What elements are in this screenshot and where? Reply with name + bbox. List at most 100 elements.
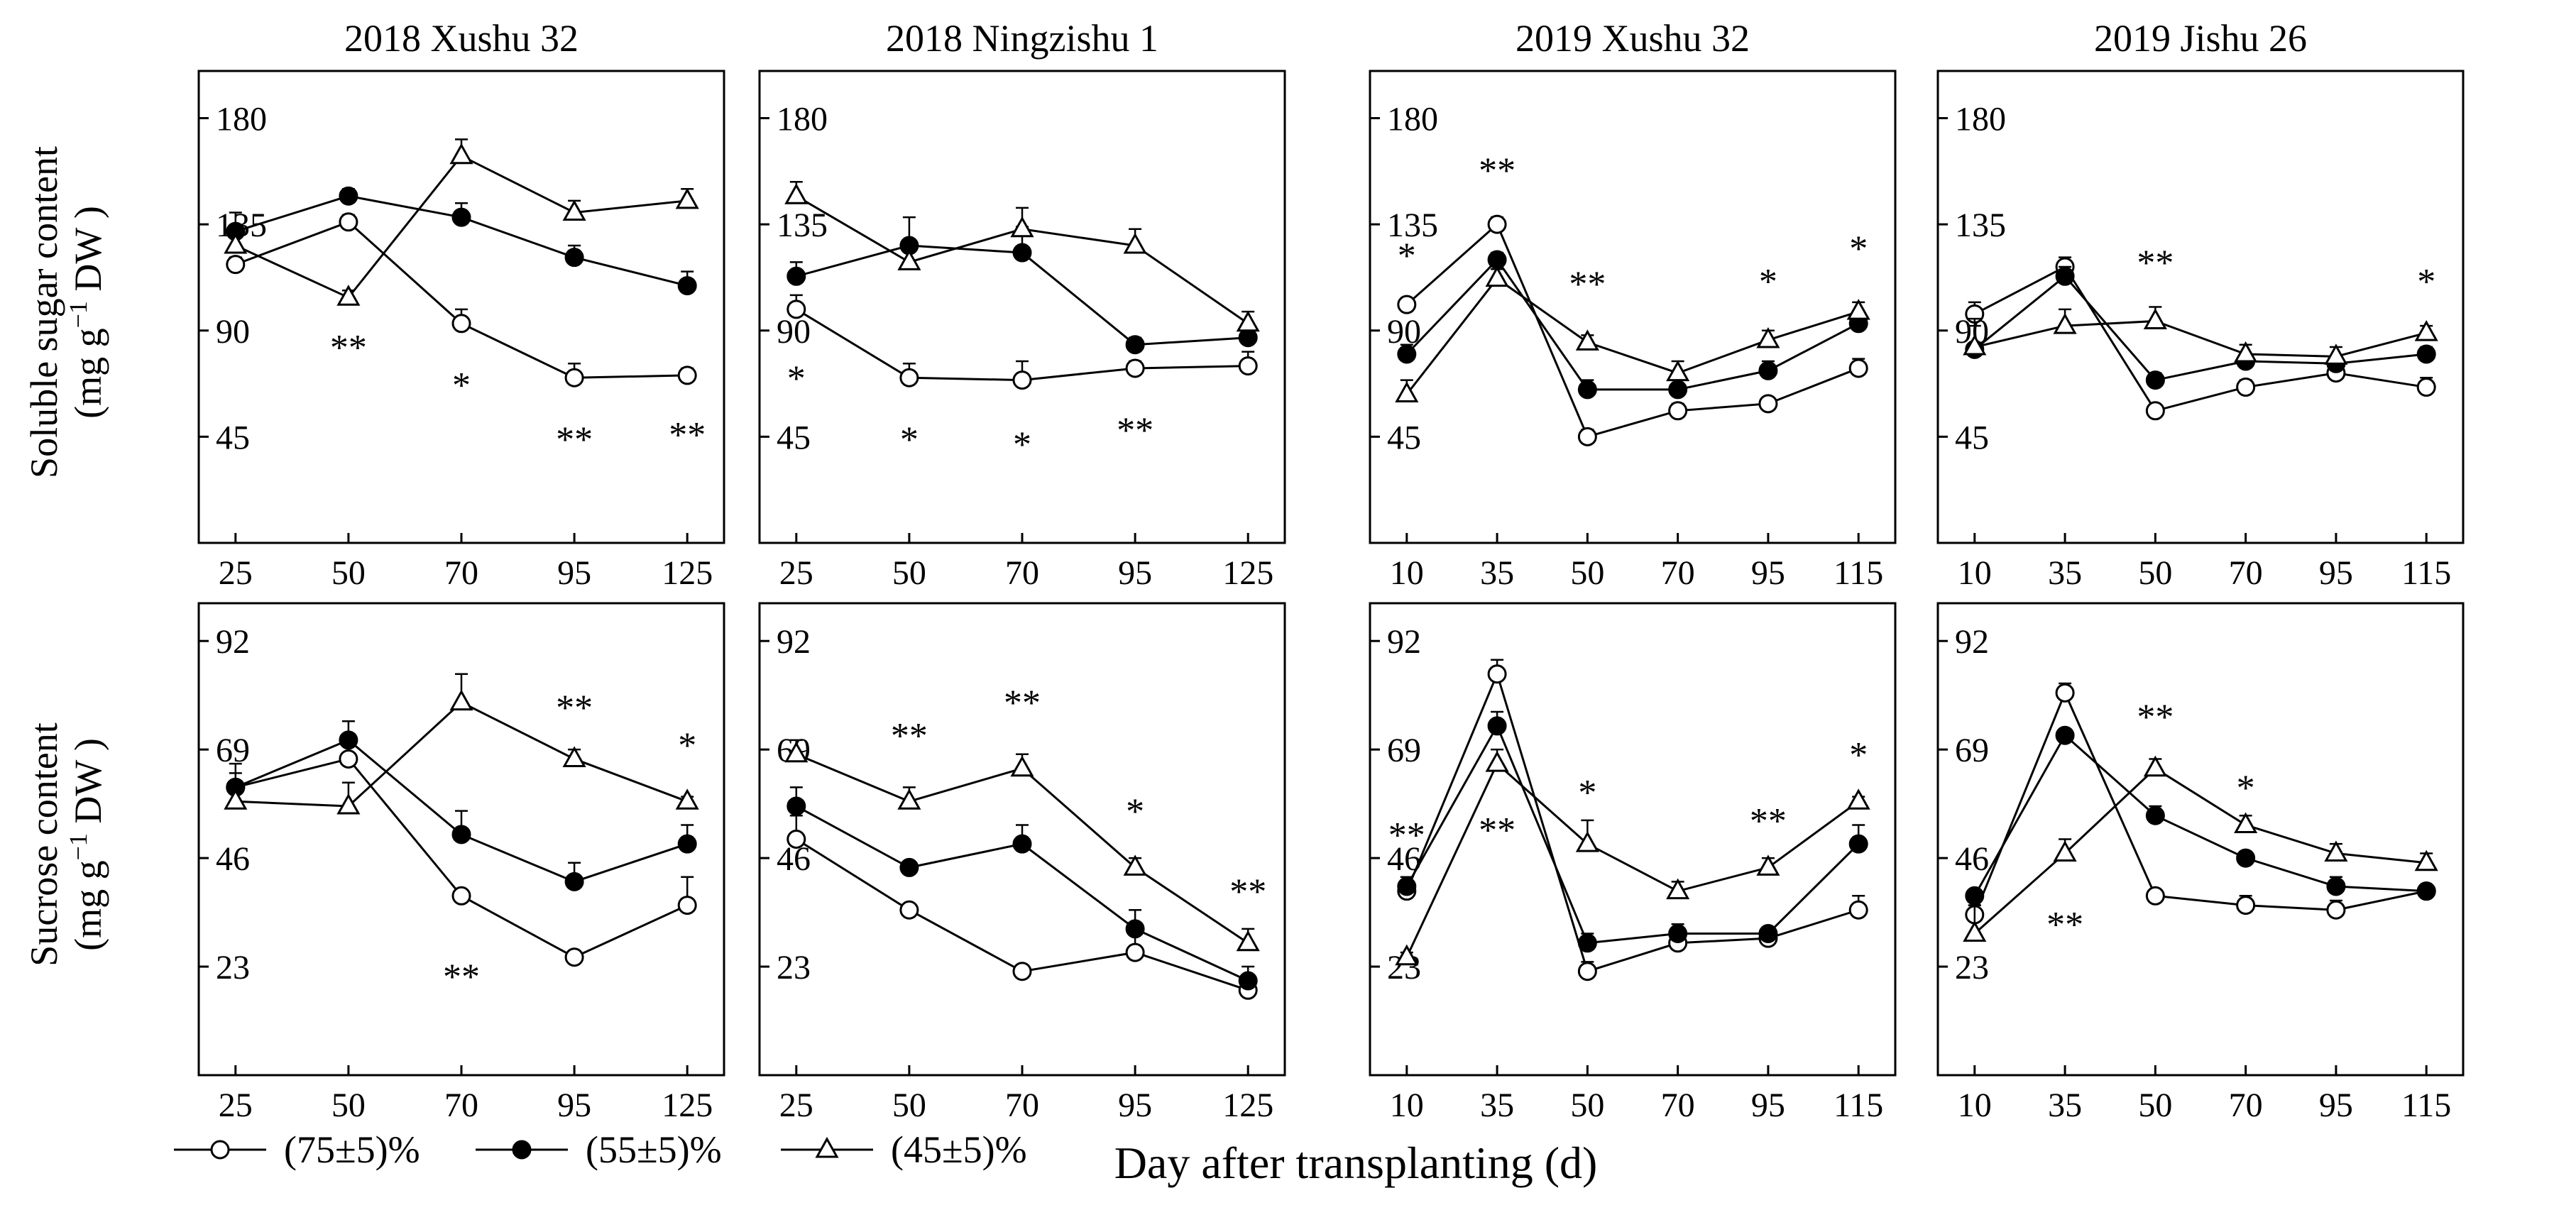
x-tick-label: 50 — [331, 1087, 366, 1124]
data-point-circle — [2236, 378, 2256, 397]
significance-mark: * — [452, 365, 471, 406]
data-point-circle — [339, 730, 358, 750]
data-point-triangle — [1963, 920, 1987, 942]
series-line — [1405, 222, 1859, 439]
significance-mark: * — [1398, 236, 1416, 276]
x-tick-label: 10 — [1390, 1087, 1424, 1124]
chart-panel-1: 2018 Xushu 32459013518025507095125******… — [197, 17, 725, 592]
data-point-circle — [1397, 344, 1417, 364]
x-tick-label: 115 — [1834, 1087, 1883, 1124]
significance-mark: * — [678, 726, 696, 766]
y-tick-label: 135 — [777, 207, 828, 244]
data-point-triangle — [2053, 313, 2077, 334]
series-open-circle — [226, 212, 697, 387]
x-tick-label: 115 — [1834, 554, 1883, 592]
data-point-circle — [1758, 924, 1778, 943]
data-point-triangle — [1846, 788, 1870, 810]
chart-title: 2019 Xushu 32 — [1516, 17, 1750, 60]
data-point-circle — [1848, 834, 1868, 854]
series-open-triangle — [224, 673, 699, 815]
data-point-circle — [2236, 896, 2256, 915]
x-tick-label: 125 — [1222, 1087, 1273, 1124]
x-tick-label: 125 — [662, 1087, 713, 1124]
significance-mark: ** — [1004, 683, 1041, 724]
data-point-circle — [1125, 919, 1145, 939]
y-tick-label: 69 — [1387, 732, 1421, 769]
significance-mark: ** — [1229, 872, 1266, 913]
significance-mark: ** — [2137, 243, 2174, 283]
x-tick-label: 70 — [2229, 554, 2263, 592]
data-point-circle — [564, 248, 584, 268]
data-point-circle — [1668, 380, 1688, 400]
significance-mark: ** — [891, 716, 928, 757]
data-point-circle — [786, 266, 806, 286]
data-point-circle — [564, 871, 584, 891]
data-point-triangle — [1236, 310, 1260, 332]
x-tick-label: 125 — [1222, 554, 1273, 592]
significance-mark: ** — [330, 328, 367, 368]
data-point-circle — [451, 886, 471, 906]
plot-frame — [1936, 70, 2465, 544]
significance-mark: * — [1578, 773, 1596, 813]
y-tick-label: 92 — [1955, 623, 1989, 661]
significance-mark: ** — [1750, 801, 1787, 842]
data-point-circle — [1848, 900, 1868, 920]
data-point-triangle — [1575, 831, 1599, 852]
y-tick-label: 180 — [777, 101, 828, 138]
chart-title: 2018 Ningzishu 1 — [886, 17, 1158, 60]
x-tick-label: 25 — [219, 554, 253, 592]
data-point-circle — [1397, 295, 1417, 314]
data-point-circle — [2326, 876, 2346, 896]
y-tick-label: 45 — [777, 419, 811, 456]
series-line — [1405, 761, 1860, 958]
data-point-triangle — [449, 143, 473, 165]
y-tick-label: 90 — [216, 313, 250, 351]
data-point-circle — [1012, 834, 1032, 854]
legend-marker-open-circle — [210, 1140, 230, 1160]
data-point-circle — [2145, 370, 2165, 390]
data-point-triangle — [1846, 299, 1870, 320]
significance-mark: * — [900, 420, 919, 461]
data-point-triangle — [1756, 326, 1780, 348]
data-point-circle — [1577, 380, 1597, 400]
series-open-triangle — [1963, 755, 2438, 942]
x-tick-label: 35 — [1480, 554, 1514, 592]
panels: 2018 Xushu 32459013518025507095125******… — [197, 17, 2465, 1124]
y-tick-label: 135 — [1387, 207, 1438, 244]
data-point-triangle — [1010, 755, 1034, 777]
series-open-triangle — [1395, 265, 1870, 403]
significance-mark: ** — [2046, 905, 2083, 945]
data-point-triangle — [336, 793, 361, 815]
data-point-circle — [451, 314, 471, 334]
x-tick-label: 95 — [2319, 554, 2353, 592]
data-point-circle — [677, 896, 697, 915]
x-tick-label: 70 — [2229, 1087, 2263, 1124]
data-point-circle — [1238, 356, 1258, 376]
legend-marker-filled-circle — [512, 1140, 532, 1160]
x-tick-label: 35 — [2048, 554, 2082, 592]
chart-title: 2018 Xushu 32 — [344, 17, 579, 60]
data-point-circle — [2145, 805, 2165, 825]
x-tick-label: 95 — [2319, 1087, 2353, 1124]
data-point-triangle — [784, 183, 809, 204]
data-point-triangle — [562, 199, 586, 221]
significance-mark: ** — [556, 420, 593, 461]
significance-mark: ** — [669, 415, 706, 456]
data-point-circle — [1012, 962, 1032, 981]
data-point-triangle — [2234, 341, 2258, 363]
series-open-triangle — [1395, 748, 1870, 966]
significance-mark: ** — [443, 957, 480, 997]
y-tick-label: 45 — [1387, 419, 1421, 456]
data-point-circle — [339, 186, 358, 206]
legend-label-3: (45±5)% — [891, 1128, 1027, 1171]
significance-mark: * — [2417, 262, 2435, 302]
data-point-circle — [677, 834, 697, 854]
data-point-triangle — [2324, 840, 2348, 862]
data-point-triangle — [1395, 381, 1419, 403]
series-filled-circle — [226, 186, 697, 296]
series-line — [1974, 265, 2427, 412]
